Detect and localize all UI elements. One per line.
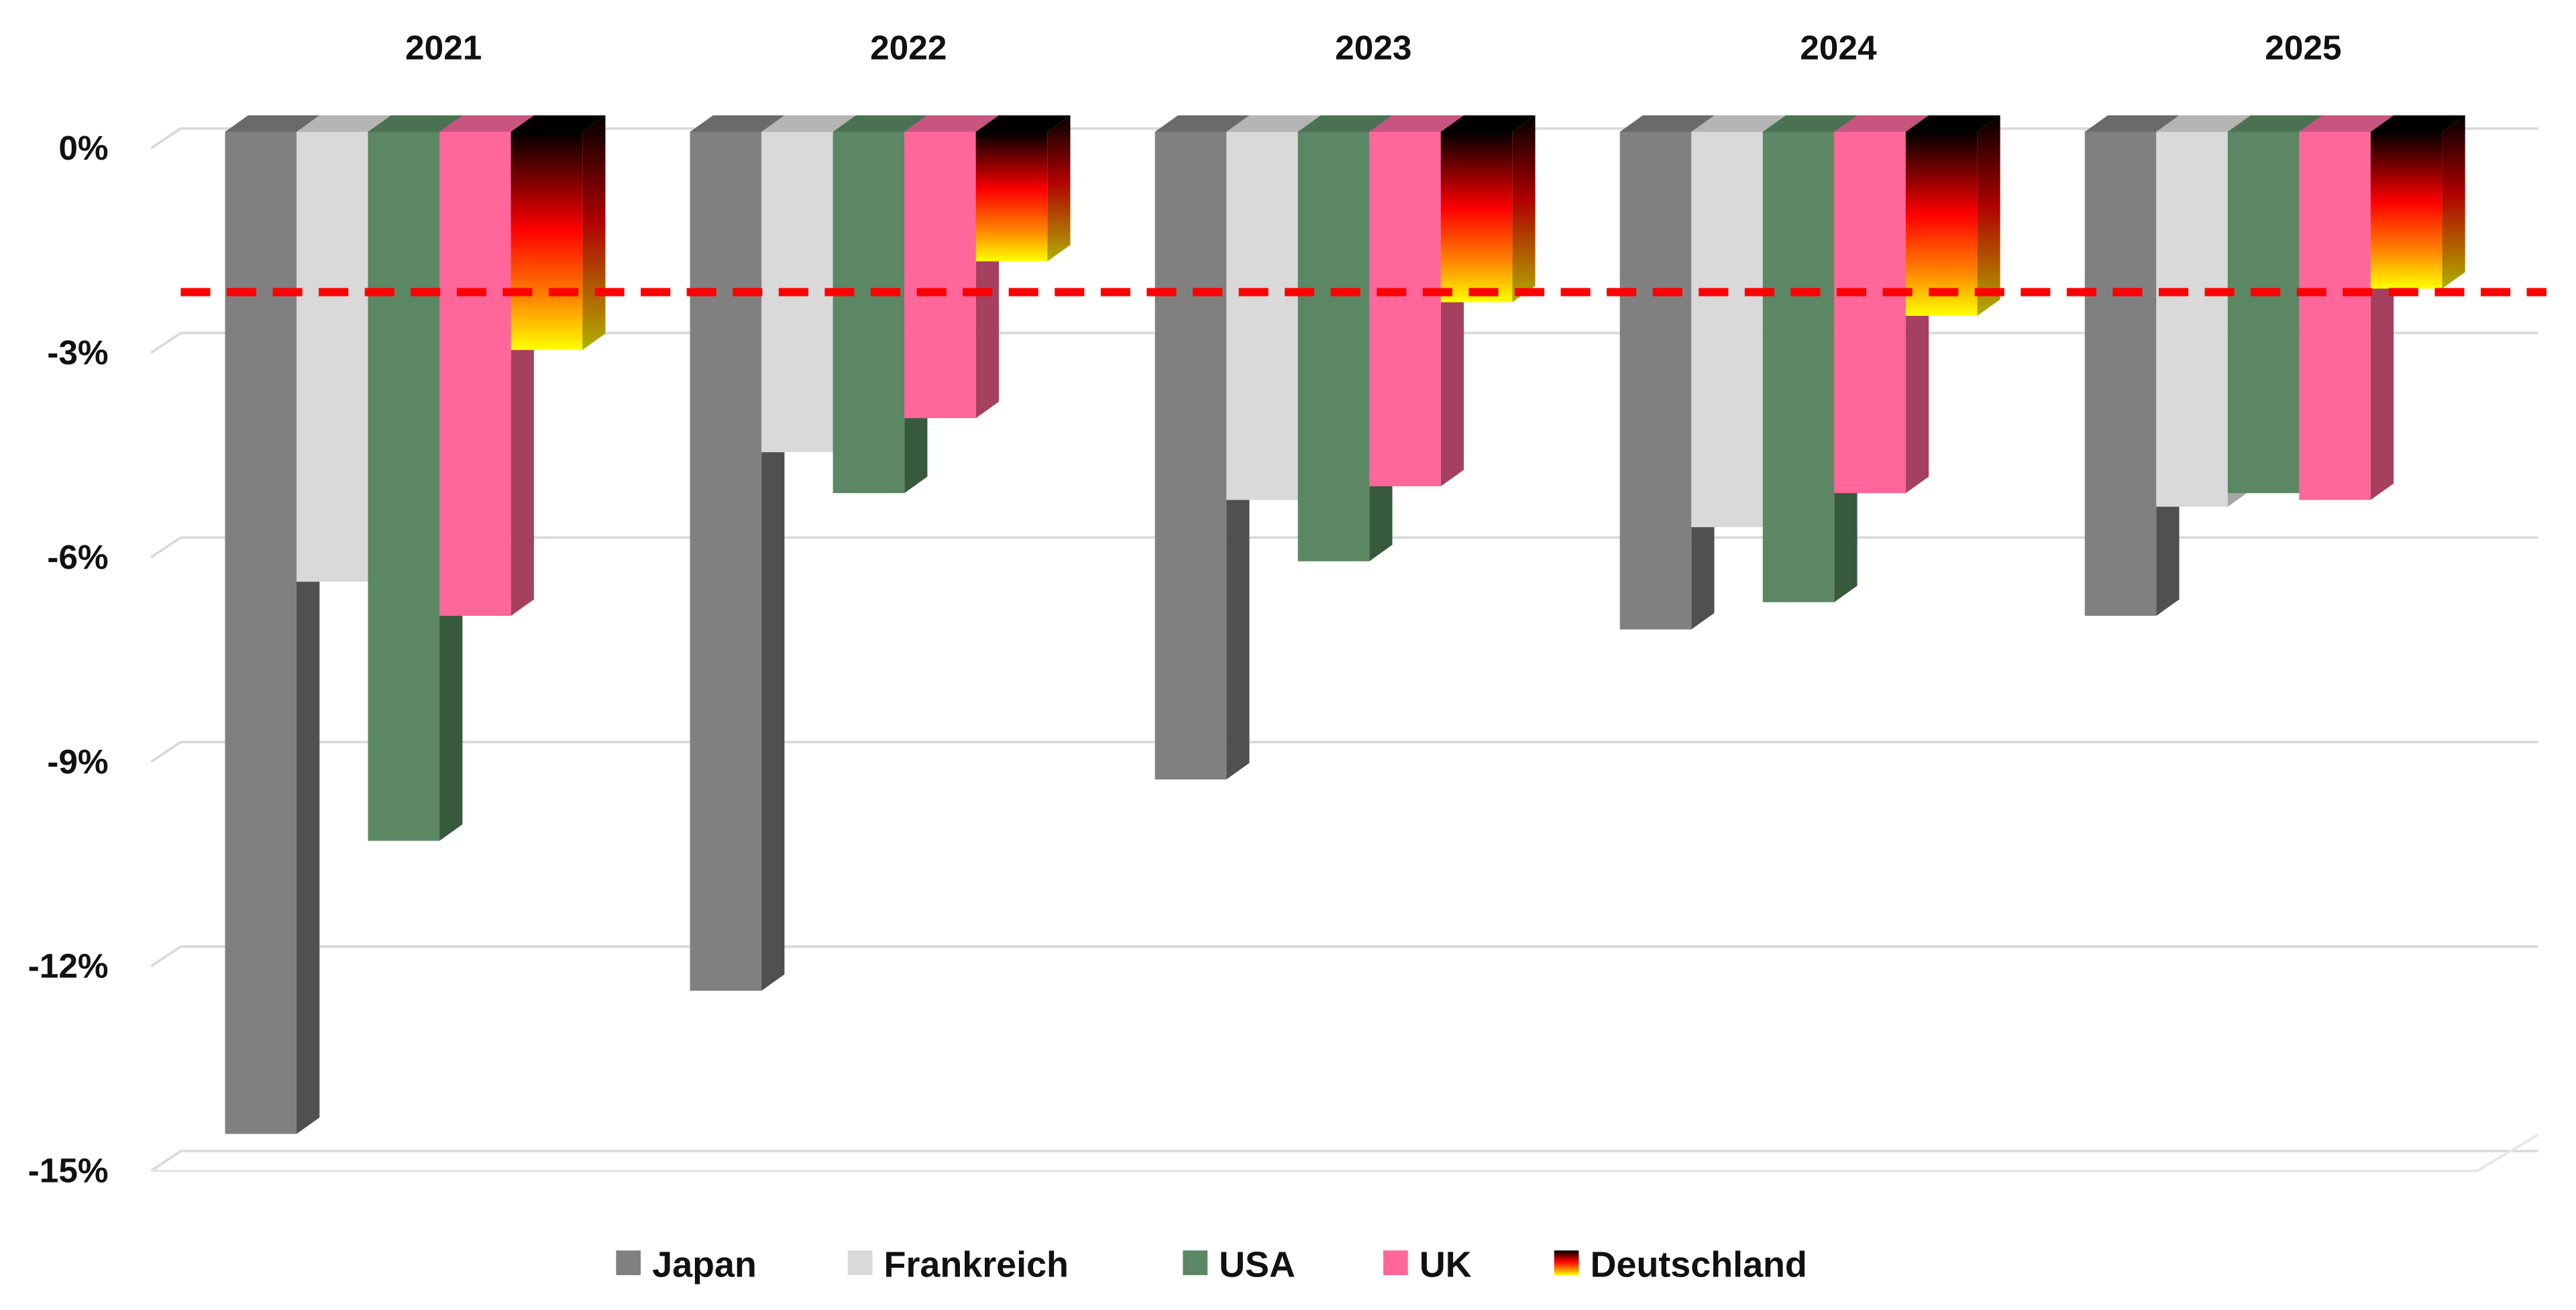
y-tick-label: -3% bbox=[47, 333, 108, 372]
bar-usa-2024 bbox=[1762, 131, 1835, 602]
bar-top-uk bbox=[904, 115, 999, 132]
legend-label-deutschland: Deutschland bbox=[1591, 1244, 1807, 1285]
bar-usa-2022 bbox=[833, 131, 905, 494]
gridline-diagonal bbox=[150, 741, 182, 763]
y-tick-label: -9% bbox=[47, 742, 108, 781]
bar-top-usa bbox=[1762, 115, 1858, 132]
x-category-label: 2024 bbox=[1800, 28, 1877, 67]
bar-top-deutschland bbox=[1905, 115, 2000, 132]
bar-frankreich-2025 bbox=[2156, 131, 2228, 507]
gridline-diagonal bbox=[150, 331, 182, 354]
bar-top-deutschland bbox=[975, 115, 1071, 132]
bar-top-usa bbox=[1297, 115, 1393, 132]
bar-usa-2023 bbox=[1297, 131, 1370, 561]
bar-deutschland-2023 bbox=[1440, 131, 1513, 303]
bar-side-deutschland bbox=[1977, 115, 2000, 316]
bar-top-uk bbox=[1834, 115, 1929, 132]
bar-uk-2023 bbox=[1369, 131, 1441, 486]
floor-edge bbox=[2477, 1134, 2539, 1172]
bar-top-japan bbox=[2084, 115, 2180, 132]
bar-top-japan bbox=[690, 115, 785, 132]
bar-usa-2025 bbox=[2227, 131, 2300, 494]
x-category-label: 2022 bbox=[870, 28, 947, 67]
gridline-diagonal bbox=[150, 127, 182, 150]
bar-frankreich-2023 bbox=[1226, 131, 1298, 500]
x-category-label: 2023 bbox=[1335, 28, 1411, 67]
bar-top-uk bbox=[439, 115, 534, 132]
bar-top-frankreich bbox=[1691, 115, 1786, 132]
legend-label-uk: UK bbox=[1419, 1244, 1472, 1285]
gridline-diagonal bbox=[150, 945, 182, 968]
bar-frankreich-2024 bbox=[1691, 131, 1763, 527]
bar-top-frankreich bbox=[2156, 115, 2251, 132]
bar-japan-2022 bbox=[690, 131, 762, 991]
bar-side-deutschland bbox=[2442, 115, 2465, 289]
legend-swatch-uk bbox=[1383, 1250, 1408, 1275]
legend: Japan Frankreich USA UK Deutschland bbox=[616, 1244, 1807, 1285]
bar-japan-2025 bbox=[2084, 131, 2157, 616]
bar-uk-2024 bbox=[1834, 131, 1906, 494]
bar-uk-2021 bbox=[439, 131, 511, 616]
x-category-label: 2021 bbox=[405, 28, 482, 67]
bar-top-uk bbox=[2299, 115, 2394, 132]
bar-deutschland-2025 bbox=[2370, 131, 2443, 289]
legend-swatch-deutschland bbox=[1554, 1250, 1579, 1275]
bar-top-usa bbox=[368, 115, 463, 132]
bar-top-japan bbox=[1619, 115, 1715, 132]
bar-top-frankreich bbox=[297, 115, 391, 132]
bar-side-deutschland bbox=[582, 115, 606, 350]
bar-deutschland-2021 bbox=[511, 131, 583, 350]
bar-frankreich-2021 bbox=[297, 131, 368, 582]
gridline-diagonal bbox=[150, 1150, 182, 1172]
bar-deutschland-2024 bbox=[1905, 131, 1978, 316]
bar-top-frankreich bbox=[761, 115, 856, 132]
x-axis: 2021 2022 2023 2024 2025 bbox=[405, 28, 2342, 67]
bar-uk-2022 bbox=[904, 131, 976, 419]
x-category-label: 2025 bbox=[2265, 28, 2341, 67]
legend-label-japan: Japan bbox=[652, 1244, 757, 1285]
bar-japan-2024 bbox=[1619, 131, 1692, 630]
legend-swatch-frankreich bbox=[847, 1250, 873, 1275]
legend-label-frankreich: Frankreich bbox=[884, 1244, 1069, 1285]
legend-swatch-usa bbox=[1183, 1250, 1208, 1275]
bar-top-uk bbox=[1369, 115, 1464, 132]
gridline-diagonal bbox=[150, 536, 182, 559]
y-tick-label: -12% bbox=[28, 946, 109, 985]
bar-top-frankreich bbox=[1226, 115, 1321, 132]
bar-top-usa bbox=[2227, 115, 2322, 132]
bar-top-usa bbox=[833, 115, 928, 132]
bar-japan-2021 bbox=[225, 131, 297, 1134]
legend-swatch-japan bbox=[616, 1250, 641, 1275]
y-tick-label: -15% bbox=[28, 1151, 109, 1190]
bar-usa-2021 bbox=[368, 131, 440, 841]
bar-top-deutschland bbox=[1440, 115, 1536, 132]
bar-side-deutschland bbox=[1047, 115, 1071, 262]
bar-top-deutschland bbox=[511, 115, 606, 132]
bars bbox=[225, 115, 2465, 1134]
bar-side-deutschland bbox=[1512, 115, 1536, 303]
bar-deutschland-2022 bbox=[975, 131, 1048, 262]
legend-label-usa: USA bbox=[1219, 1244, 1295, 1285]
y-axis: 0% -3% -6% -9% -12% -15% bbox=[28, 128, 109, 1189]
bar-japan-2023 bbox=[1155, 131, 1227, 780]
bar-uk-2025 bbox=[2299, 131, 2371, 500]
bar-top-japan bbox=[1155, 115, 1250, 132]
bar-top-deutschland bbox=[2370, 115, 2465, 132]
y-tick-label: 0% bbox=[58, 128, 108, 167]
y-tick-label: -6% bbox=[47, 537, 108, 576]
bar-top-japan bbox=[225, 115, 320, 132]
